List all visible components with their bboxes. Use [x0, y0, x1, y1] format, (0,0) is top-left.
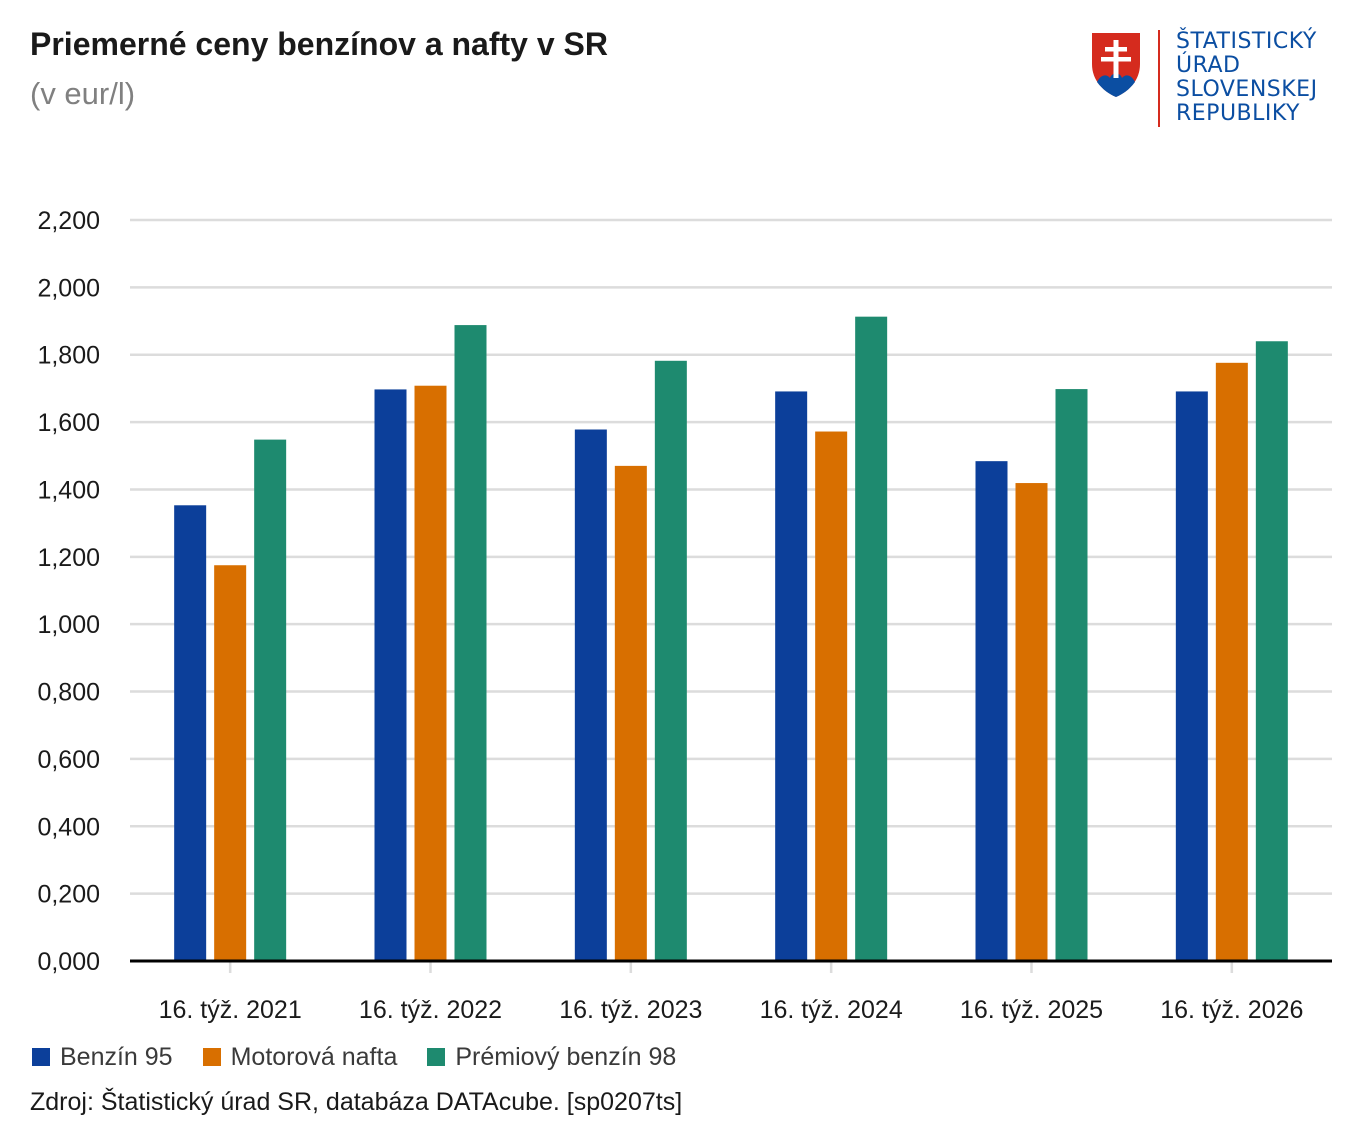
chart-title: Priemerné ceny benzínov a nafty v SR	[30, 26, 608, 62]
logo-wordmark: ŠTATISTICKÝ ÚRAD SLOVENSKEJ REPUBLIKY	[1176, 30, 1336, 126]
bar: Motorová nafta – 16. týž. 2024: 1.572	[815, 431, 848, 961]
bar: Prémiový benzín 98 – 16. týž. 2022: 1.88…	[454, 325, 487, 961]
y-tick-label: 1,800	[37, 342, 100, 370]
legend-item-premiovy-benzin-98: Prémiový benzín 98	[427, 1043, 676, 1072]
bar: Benzín 95 – 16. týž. 2023: 1.578	[574, 429, 607, 961]
bar: Benzín 95 – 16. týž. 2025: 1.484	[975, 461, 1008, 961]
y-tick-label: 0,400	[37, 813, 100, 841]
bar-chart: 0,000 0,200 0,400 0,600 0,800 1,000 1,200 1,400…	[37, 207, 1332, 1024]
bar: Prémiový benzín 98 – 16. týž. 2024: 1.91…	[855, 316, 888, 961]
x-tick-label: 16. týž. 2026	[1160, 996, 1303, 1024]
legend-item-motorova-nafta: Motorová nafta	[202, 1042, 398, 1072]
chart-subtitle: (v eur/l)	[30, 76, 136, 111]
y-tick-label: 0,200	[37, 881, 100, 909]
logo-line-4: REPUBLIKY	[1176, 101, 1300, 126]
bar: Benzín 95 – 16. týž. 2026: 1.691	[1175, 391, 1208, 962]
logo-line-3: SLOVENSKEJ	[1176, 77, 1318, 102]
legend-label-benzin-95: Benzín 95	[60, 1042, 173, 1071]
statistical-office-logo: ŠTATISTICKÝ ÚRAD SLOVENSKEJ REPUBLIKY	[1088, 30, 1338, 130]
bar: Prémiový benzín 98 – 16. týž. 2026: 1.84	[1255, 341, 1288, 962]
x-tick-label: 16. týž. 2023	[559, 996, 702, 1024]
y-tick-label: 2,000	[37, 274, 100, 302]
chart-legend: Benzín 95 Motorová nafta Prémiový benzín…	[32, 1042, 706, 1072]
bar: Motorová nafta – 16. týž. 2023: 1.47	[614, 465, 647, 961]
legend-swatch-motorova-nafta	[202, 1048, 221, 1066]
x-tick-label: 16. týž. 2025	[960, 996, 1103, 1024]
logo-divider	[1158, 30, 1160, 127]
bar: Motorová nafta – 16. týž. 2021: 1.175	[214, 565, 247, 961]
y-tick-label: 1,200	[37, 544, 100, 572]
logo-line-2: ÚRAD	[1176, 53, 1241, 78]
bar: Prémiový benzín 98 – 16. týž. 2021: 1.54…	[254, 439, 287, 961]
y-tick-label: 2,200	[37, 207, 100, 235]
x-tick-label: 16. týž. 2021	[159, 996, 302, 1024]
bar: Prémiový benzín 98 – 16. týž. 2023: 1.78…	[654, 360, 687, 961]
legend-label-motorova-nafta: Motorová nafta	[230, 1042, 398, 1071]
bar: Prémiový benzín 98 – 16. týž. 2025: 1.69…	[1055, 389, 1088, 961]
logo-line-1: ŠTATISTICKÝ	[1176, 29, 1317, 54]
y-tick-label: 1,400	[37, 476, 100, 504]
source-note: Zdroj: Štatistický úrad SR, databáza DAT…	[30, 1088, 683, 1116]
bar: Motorová nafta – 16. týž. 2022: 1.708	[414, 385, 447, 961]
coat-of-arms-icon	[1090, 31, 1142, 100]
bar: Motorová nafta – 16. týž. 2025: 1.419	[1015, 483, 1048, 961]
bar: Benzín 95 – 16. týž. 2021: 1.353	[174, 505, 207, 961]
bar: Benzín 95 – 16. týž. 2022: 1.697	[374, 389, 407, 961]
legend-item-benzin-95: Benzín 95	[32, 1043, 173, 1072]
legend-swatch-premiovy-benzin-98	[427, 1048, 446, 1066]
y-tick-label: 1,000	[37, 611, 100, 639]
y-tick-label: 1,600	[37, 409, 100, 437]
y-tick-label: 0,800	[37, 679, 100, 707]
y-tick-label: 0,600	[37, 746, 100, 774]
legend-swatch-benzin-95	[32, 1048, 50, 1066]
y-tick-label: 0,000	[37, 948, 100, 976]
x-tick-label: 16. týž. 2024	[760, 996, 903, 1024]
x-tick-label: 16. týž. 2022	[359, 996, 502, 1024]
bar: Benzín 95 – 16. týž. 2024: 1.691	[775, 391, 808, 962]
legend-label-premiovy-benzin-98: Prémiový benzín 98	[455, 1042, 677, 1071]
bar: Motorová nafta – 16. týž. 2026: 1.776	[1215, 362, 1248, 961]
